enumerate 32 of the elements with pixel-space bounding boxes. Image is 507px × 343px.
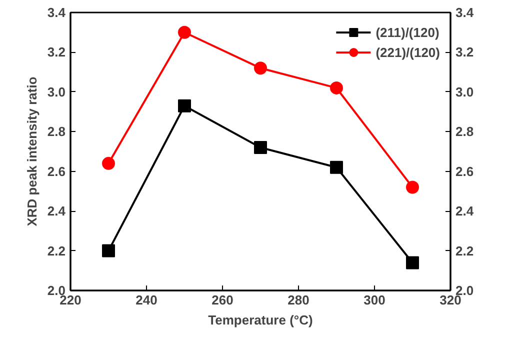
- y-tick-label: 2.8: [47, 124, 66, 140]
- point: [406, 180, 419, 194]
- point: [102, 244, 115, 258]
- y-tick-label: 2.2: [47, 243, 66, 258]
- y-tick-label: 3.0: [47, 84, 66, 100]
- point: [330, 160, 343, 174]
- x-axis-title: Temperature (°C): [208, 312, 313, 328]
- point: [330, 81, 343, 94]
- point: [178, 99, 191, 112]
- point: [178, 26, 191, 39]
- y-tick-label: 3.2: [47, 44, 66, 60]
- legend-label: (221)/(120): [376, 44, 440, 60]
- y-tick-label: 2.4: [47, 204, 66, 219]
- y-tick-label: 3.4: [47, 5, 66, 20]
- y-axis-title: XRD peak intensity ratio: [24, 76, 40, 226]
- point: [406, 256, 419, 270]
- x-tick-label: 260: [212, 292, 234, 308]
- y2-tick-label: 2.2: [456, 243, 474, 258]
- y-tick-label: 2.6: [47, 164, 66, 179]
- y2-tick-label: 3.2: [456, 44, 474, 60]
- y2-tick-label: 3.4: [456, 5, 474, 20]
- point: [102, 156, 115, 170]
- y2-tick-label: 2.6: [456, 164, 474, 179]
- y2-tick-label: 2.8: [456, 124, 474, 140]
- y2-tick-label: 3.0: [456, 84, 474, 100]
- x-tick-label: 280: [288, 292, 310, 308]
- x-tick-label: 240: [136, 292, 158, 308]
- legend-label: (211)/(120): [376, 24, 440, 40]
- point: [254, 141, 267, 154]
- y2-tick-label: 2.4: [456, 204, 474, 219]
- point: [254, 62, 267, 75]
- x-tick-label: 300: [364, 292, 386, 308]
